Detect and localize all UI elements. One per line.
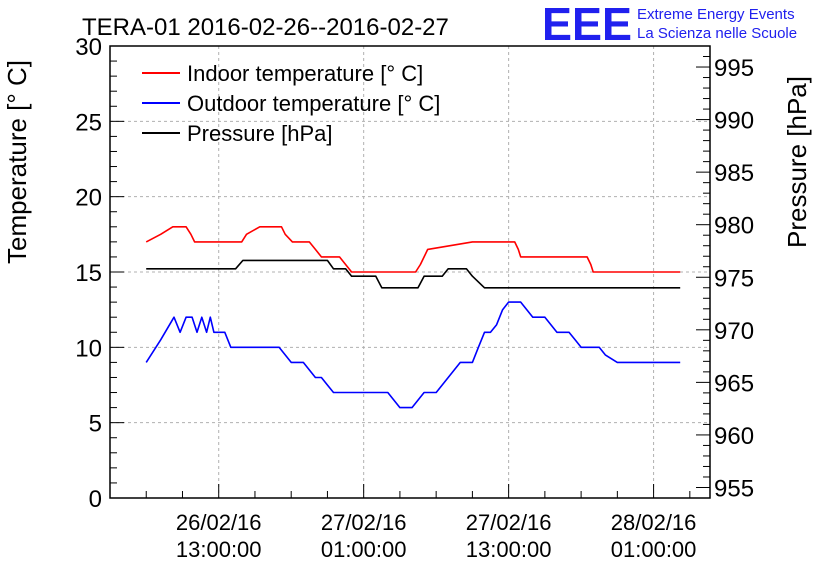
right-axis: 955 960 965 970 975 980 985 990 995 (696, 45, 754, 502)
left-axis-title: Temperature [° C] (2, 60, 32, 264)
x-tick-label-date: 27/02/16 (321, 510, 407, 535)
eee-logo-mark: EEE (542, 0, 632, 50)
legend-label-pressure: Pressure [hPa] (187, 121, 333, 146)
x-tick-label-date: 26/02/16 (176, 510, 262, 535)
series-layer (145, 226, 681, 409)
outdoor-temperature-line (145, 301, 681, 409)
x-tick-label-time: 13:00:00 (466, 537, 552, 562)
left-tick-label: 15 (75, 260, 102, 287)
left-tick-label: 0 (89, 486, 102, 513)
right-tick-label: 955 (714, 475, 754, 502)
left-tick-label: 5 (89, 411, 102, 438)
legend-label-indoor: Indoor temperature [° C] (187, 61, 423, 86)
right-axis-title: Pressure [hPa] (782, 76, 812, 248)
indoor-temperature-line (145, 226, 681, 273)
left-tick-label: 10 (75, 335, 102, 362)
x-tick-label-date: 27/02/16 (466, 510, 552, 535)
legend: Indoor temperature [° C] Outdoor tempera… (142, 61, 440, 146)
right-tick-label: 970 (714, 318, 754, 345)
right-tick-label: 995 (714, 55, 754, 82)
x-tick-label-time: 13:00:00 (176, 537, 262, 562)
legend-label-outdoor: Outdoor temperature [° C] (187, 91, 440, 116)
left-tick-label: 25 (75, 109, 102, 136)
x-tick-label-time: 01:00:00 (321, 537, 407, 562)
left-axis: 0 5 10 15 20 25 30 (75, 34, 124, 513)
logo-line-2: La Scienza nelle Scuole (637, 25, 797, 42)
right-tick-label: 985 (714, 160, 754, 187)
right-tick-label: 980 (714, 213, 754, 240)
chart-title: TERA-01 2016-02-26--2016-02-27 (82, 14, 449, 41)
x-tick-label-time: 01:00:00 (611, 537, 697, 562)
bottom-axis: 26/02/1613:00:0027/02/1601:00:0027/02/16… (109, 484, 697, 562)
logo-line-1: Extreme Energy Events (637, 6, 795, 23)
right-tick-label: 960 (714, 423, 754, 450)
right-tick-label: 990 (714, 108, 754, 135)
right-tick-label: 965 (714, 370, 754, 397)
pressure-line (146, 259, 681, 289)
left-tick-label: 20 (75, 185, 102, 212)
eee-logo: EEE Extreme Energy Events La Scienza nel… (542, 0, 797, 50)
left-tick-label: 30 (75, 34, 102, 61)
x-tick-label-date: 28/02/16 (611, 510, 697, 535)
right-tick-label: 975 (714, 265, 754, 292)
